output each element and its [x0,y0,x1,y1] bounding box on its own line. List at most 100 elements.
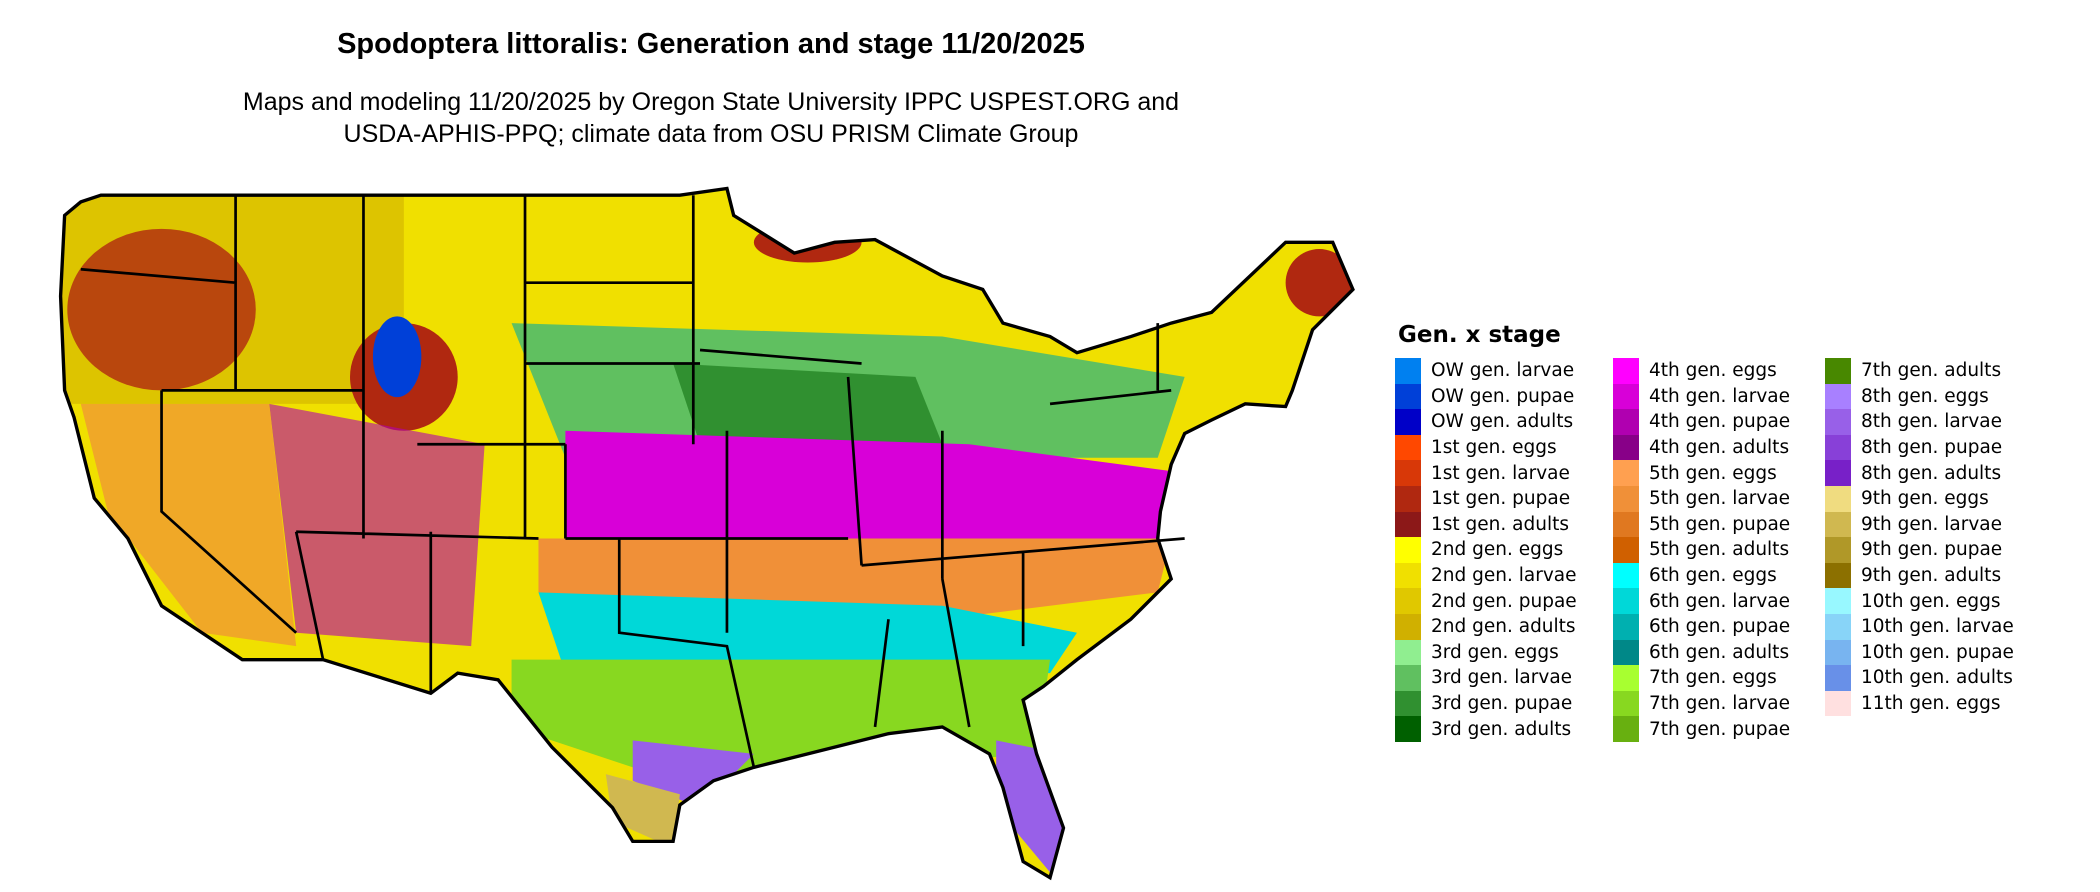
legend-item: 2nd gen. adults [1395,614,1576,640]
legend-item: 8th gen. adults [1825,460,2001,486]
legend-swatch [1613,486,1639,512]
legend-label: 10th gen. larvae [1861,616,2014,638]
legend-label: 9th gen. eggs [1861,488,1989,510]
legend-label: 5th gen. eggs [1649,462,1777,484]
legend-swatch [1395,358,1421,384]
legend-item: 10th gen. larvae [1825,614,2014,640]
legend-label: 5th gen. adults [1649,539,1790,561]
legend-item: 10th gen. pupae [1825,639,2014,666]
legend-item: 10th gen. eggs [1825,588,2001,614]
legend-item: 6th gen. adults [1613,639,1790,666]
legend-item: 11th gen. eggs [1825,690,2001,717]
legend-item: OW gen. larvae [1395,358,1574,384]
legend-swatch [1613,690,1639,717]
legend-swatch [1613,434,1639,461]
subtitle-line: USDA-APHIS-PPQ; climate data from OSU PR… [343,120,1079,148]
legend-label: OW gen. adults [1431,411,1574,433]
legend-swatch [1825,665,1851,691]
legend-label: 10th gen. pupae [1861,641,2014,663]
legend-swatch [1825,434,1851,461]
legend-swatch [1613,511,1639,538]
legend-swatch [1613,460,1639,486]
legend-item: 3rd gen. pupae [1395,690,1573,717]
subtitle-line: Maps and modeling 11/20/2025 by Oregon S… [242,88,1180,116]
legend-swatch [1395,383,1421,410]
map-subtitle: Maps and modeling 11/20/2025 by Oregon S… [0,86,1422,150]
legend-label: 4th gen. larvae [1649,385,1790,407]
legend-label: 3rd gen. eggs [1431,641,1559,663]
legend-label: 3rd gen. adults [1431,718,1572,740]
legend-label: 7th gen. adults [1861,360,2002,382]
legend-label: 6th gen. pupae [1649,616,1791,638]
legend-swatch [1825,383,1851,410]
legend-item: 9th gen. larvae [1825,511,2002,538]
legend-item: 7th gen. adults [1825,358,2001,384]
legend-item: 1st gen. adults [1395,511,1569,538]
legend-label: 5th gen. larvae [1649,488,1790,510]
legend-swatch [1825,511,1851,538]
legend-swatch [1613,665,1639,691]
legend-label: 1st gen. larvae [1431,462,1570,484]
legend-swatch [1825,562,1851,589]
legend-item: 1st gen. eggs [1395,434,1557,461]
legend-label: OW gen. larvae [1431,360,1575,382]
legend-item: 8th gen. eggs [1825,383,1989,410]
legend-swatch [1613,409,1639,435]
legend-label: 11th gen. eggs [1861,693,2001,715]
legend-swatch [1825,614,1851,640]
legend-swatch [1613,537,1639,563]
legend-item: 9th gen. pupae [1825,537,2002,563]
legend-item: OW gen. pupae [1395,383,1575,410]
legend-label: 7th gen. larvae [1649,693,1790,715]
legend-label: 4th gen. pupae [1649,411,1791,433]
legend-swatch [1825,690,1851,717]
legend-label: 4th gen. eggs [1649,360,1777,382]
legend-item: 7th gen. pupae [1613,716,1790,742]
legend-label: OW gen. pupae [1431,385,1575,407]
legend-swatch [1395,562,1421,589]
legend-swatch [1395,409,1421,435]
legend-label: 8th gen. pupae [1861,437,2003,459]
legend-label: 9th gen. pupae [1861,539,2003,561]
legend-swatch [1395,434,1421,461]
legend-item: 5th gen. pupae [1613,511,1790,538]
legend-label: 3rd gen. larvae [1431,667,1573,689]
legend-item: 5th gen. eggs [1613,460,1777,486]
legend-item: 7th gen. eggs [1613,665,1777,691]
legend-label: 2nd gen. eggs [1431,539,1564,561]
legend-label: 9th gen. larvae [1861,513,2002,535]
legend-label: 6th gen. larvae [1649,590,1790,612]
legend-item: 9th gen. adults [1825,562,2001,589]
legend-item: 6th gen. eggs [1613,562,1777,589]
legend-label: 2nd gen. larvae [1431,565,1577,587]
legend-swatch [1825,537,1851,563]
legend-swatch [1825,639,1851,666]
legend-label: 6th gen. adults [1649,641,1790,663]
legend-swatch [1613,562,1639,589]
legend-swatch [1825,358,1851,384]
legend-swatch [1613,588,1639,614]
legend-swatch [1825,409,1851,435]
legend-label: 7th gen. pupae [1649,718,1791,740]
map-title: Spodoptera littoralis: Generation and st… [337,28,1085,60]
legend-item: 7th gen. larvae [1613,690,1790,717]
legend-item: 8th gen. pupae [1825,434,2003,461]
legend-label: 8th gen. adults [1861,462,2002,484]
legend-item: 9th gen. eggs [1825,486,1989,512]
legend-label: 1st gen. adults [1431,513,1569,535]
legend-label: 3rd gen. pupae [1431,693,1573,715]
legend-swatch [1395,588,1421,614]
legend-label: 7th gen. eggs [1649,667,1777,689]
legend-swatch [1825,460,1851,486]
legend-label: 10th gen. adults [1861,667,2013,689]
legend-item: 1st gen. larvae [1395,460,1570,486]
legend-swatch [1395,639,1421,666]
state-borders [80,195,1185,768]
legend-label: 10th gen. eggs [1861,590,2001,612]
legend-item: OW gen. adults [1395,409,1573,435]
legend-swatch [1395,614,1421,640]
legend-item: 3rd gen. adults [1395,716,1571,742]
legend-item: 4th gen. eggs [1613,358,1777,384]
legend-swatch [1825,486,1851,512]
legend-swatch [1395,511,1421,538]
